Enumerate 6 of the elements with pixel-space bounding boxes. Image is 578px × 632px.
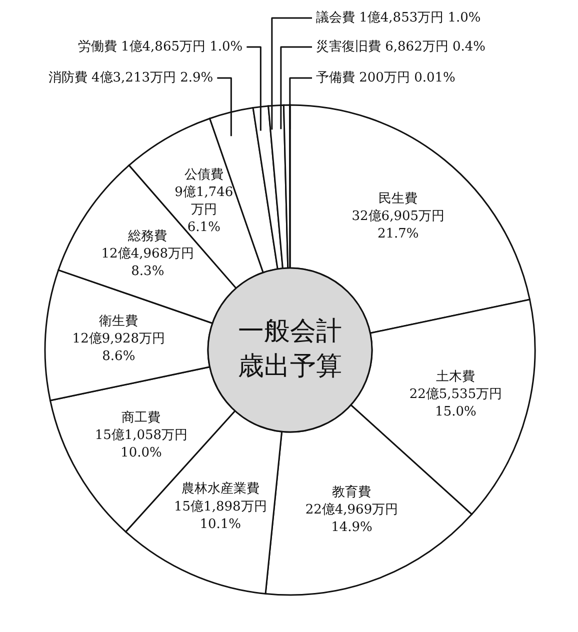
title: 一般会計歳出予算 xyxy=(238,316,342,382)
slice-label: 消防費 4億3,213万円 2.9% xyxy=(48,70,214,86)
slice-label: 議会費 1億4,853万円 1.0% xyxy=(316,10,481,26)
slice-label: 労働費 1億4,865万円 1.0% xyxy=(78,39,243,54)
slice-label: 予備費 200万円 0.01% xyxy=(316,70,456,86)
slice-label: 災害復旧費 6,862万円 0.4% xyxy=(316,38,486,54)
